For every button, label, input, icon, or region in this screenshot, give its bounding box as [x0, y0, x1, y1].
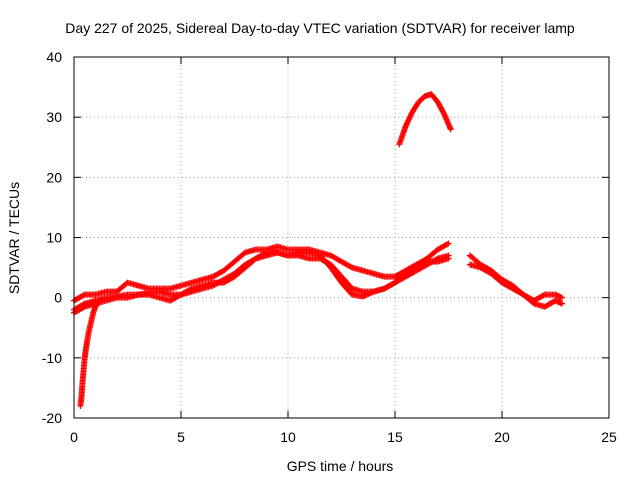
data-point [558, 294, 565, 301]
data-point [440, 109, 447, 116]
x-tick-label: 20 [494, 429, 510, 445]
data-point [262, 250, 269, 257]
x-tick-label: 0 [70, 429, 78, 445]
y-tick-label: 40 [46, 49, 62, 65]
data-point [80, 292, 87, 299]
x-tick-label: 5 [177, 429, 185, 445]
y-tick-label: 10 [46, 230, 62, 246]
x-axis-label: GPS time / hours [286, 458, 394, 474]
data-point [445, 255, 452, 262]
x-tick-label: 15 [387, 429, 403, 445]
data-point [447, 126, 454, 133]
y-tick-label: 0 [54, 290, 62, 306]
y-tick-label: -10 [42, 350, 62, 366]
axis-ticks: 0 5 10 15 20 25 -20 -10 0 10 20 30 40 [42, 49, 617, 445]
data-point [540, 292, 547, 299]
series-late-b [466, 261, 565, 304]
data-point [444, 241, 451, 248]
chart-title: Day 227 of 2025, Sidereal Day-to-day VTE… [65, 20, 575, 36]
data-point [187, 286, 194, 293]
data-points [71, 91, 565, 409]
data-point [558, 300, 565, 307]
data-point [422, 259, 429, 266]
x-tick-label: 25 [601, 429, 617, 445]
series-main-c [71, 249, 452, 316]
data-point [347, 263, 354, 270]
data-point [445, 240, 452, 247]
x-tick-label: 10 [280, 429, 296, 445]
grid-lines [74, 57, 609, 418]
series-arc [396, 91, 454, 148]
series-late [466, 252, 565, 310]
y-tick-label: -20 [42, 410, 62, 426]
y-tick-label: 30 [46, 109, 62, 125]
y-tick-label: 20 [46, 169, 62, 185]
plot-frame [73, 56, 610, 419]
series-dip [77, 297, 103, 409]
data-point [80, 304, 87, 311]
